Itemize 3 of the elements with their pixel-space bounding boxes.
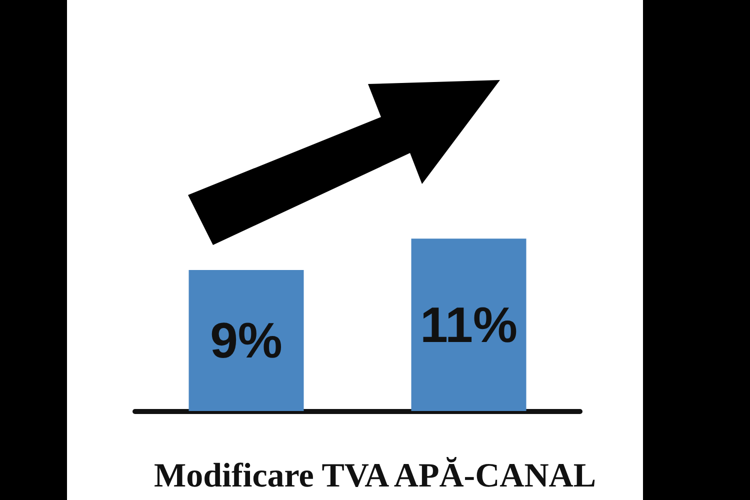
data-label: 11%	[420, 296, 518, 353]
data-label: 9%	[210, 312, 282, 368]
text: Modificare TVA APĂ-CANAL	[154, 456, 596, 494]
